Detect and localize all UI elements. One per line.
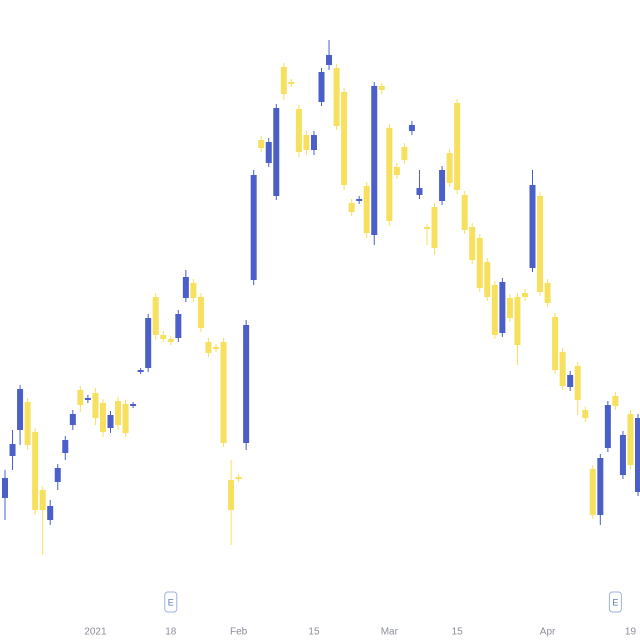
candle-body: [491, 285, 498, 335]
candle-body: [401, 147, 408, 160]
candle-body: [544, 283, 551, 303]
candle-body: [17, 389, 24, 430]
candle-body: [341, 92, 348, 185]
candle-body: [356, 199, 363, 201]
candle-body: [77, 390, 84, 405]
x-tick-label: 18: [165, 627, 177, 638]
candle-body: [250, 175, 257, 280]
candle-body: [9, 444, 16, 456]
candle-body: [582, 410, 589, 418]
earnings-marker: [164, 591, 178, 613]
candle-body: [589, 469, 596, 515]
x-tick-label: Apr: [540, 627, 556, 638]
candle-body: [122, 404, 129, 433]
x-tick-label: Mar: [381, 627, 399, 638]
candle-body: [597, 458, 604, 515]
candle-body: [99, 403, 106, 432]
candle-body: [552, 317, 559, 370]
candle-body: [469, 227, 476, 260]
candle-body: [258, 140, 265, 148]
candle-body: [190, 283, 197, 298]
x-tick-label: Feb: [230, 627, 248, 638]
candle-body: [635, 418, 640, 492]
candle-body: [54, 468, 61, 482]
candle-body: [506, 298, 513, 318]
candle-body: [107, 415, 114, 428]
candle-body: [363, 186, 370, 233]
earnings-label: E: [168, 597, 174, 607]
candle-body: [567, 375, 574, 387]
candle-body: [386, 128, 393, 221]
candle-body: [310, 135, 317, 150]
candle-body: [160, 335, 167, 339]
candle-body: [235, 477, 242, 479]
x-tick-label: 15: [308, 627, 320, 638]
candle-body: [529, 185, 536, 268]
candle-body: [32, 432, 39, 510]
candle-body: [92, 393, 99, 418]
candle-body: [559, 352, 566, 386]
candle-body: [115, 401, 122, 425]
candle-body: [461, 195, 468, 230]
candle-body: [446, 153, 453, 183]
candle-body: [612, 396, 619, 406]
candle-body: [627, 414, 634, 465]
candle-body: [424, 227, 430, 229]
candle-body: [484, 262, 491, 297]
candle-body: [371, 86, 378, 235]
candle-body: [416, 188, 423, 195]
candle-body: [574, 366, 581, 400]
x-tick-label: 2021: [84, 627, 107, 638]
candle-body: [333, 68, 340, 126]
candle-body: [47, 506, 54, 520]
candle-body: [499, 282, 506, 333]
candle-body: [318, 72, 325, 102]
candle-body: [39, 490, 46, 510]
candle-body: [197, 297, 204, 328]
candle-body: [167, 339, 174, 342]
candle-body: [303, 135, 310, 150]
candle-body: [213, 347, 219, 349]
candle-body: [228, 480, 235, 510]
earnings-marker: [608, 591, 622, 613]
candle-body: [24, 402, 31, 445]
candle-body: [2, 478, 8, 498]
candle-body: [408, 125, 415, 131]
candle-body: [326, 55, 333, 65]
candle-body: [280, 67, 287, 94]
candle-body: [476, 238, 483, 288]
candle-body: [152, 297, 159, 335]
candle-body: [137, 370, 144, 372]
candle-body: [348, 203, 355, 212]
candle-body: [182, 277, 189, 298]
earnings-label: E: [612, 597, 618, 607]
candle-body: [537, 196, 544, 292]
candle-body: [205, 342, 212, 353]
x-tick-label: 19: [625, 627, 637, 638]
candle-body: [521, 293, 528, 297]
candle-body: [514, 297, 521, 345]
candle-body: [378, 86, 385, 90]
candle-body: [175, 314, 182, 338]
candle-body: [145, 318, 152, 368]
candle-body: [454, 103, 461, 190]
candle-body: [604, 405, 611, 448]
x-tick-label: 15: [452, 627, 464, 638]
candle-body: [393, 167, 400, 175]
candle-body: [84, 398, 91, 400]
candle-body: [220, 342, 227, 443]
candle-body: [62, 440, 69, 453]
candle-body: [265, 142, 272, 163]
candle-body: [288, 82, 295, 84]
candle-body: [431, 207, 438, 248]
candle-body: [243, 325, 250, 443]
candle-body: [130, 404, 137, 406]
candle-body: [619, 435, 626, 475]
candle-body: [69, 414, 76, 425]
candle-body: [295, 109, 302, 152]
candle-body: [273, 108, 280, 196]
candle-body: [439, 170, 446, 201]
